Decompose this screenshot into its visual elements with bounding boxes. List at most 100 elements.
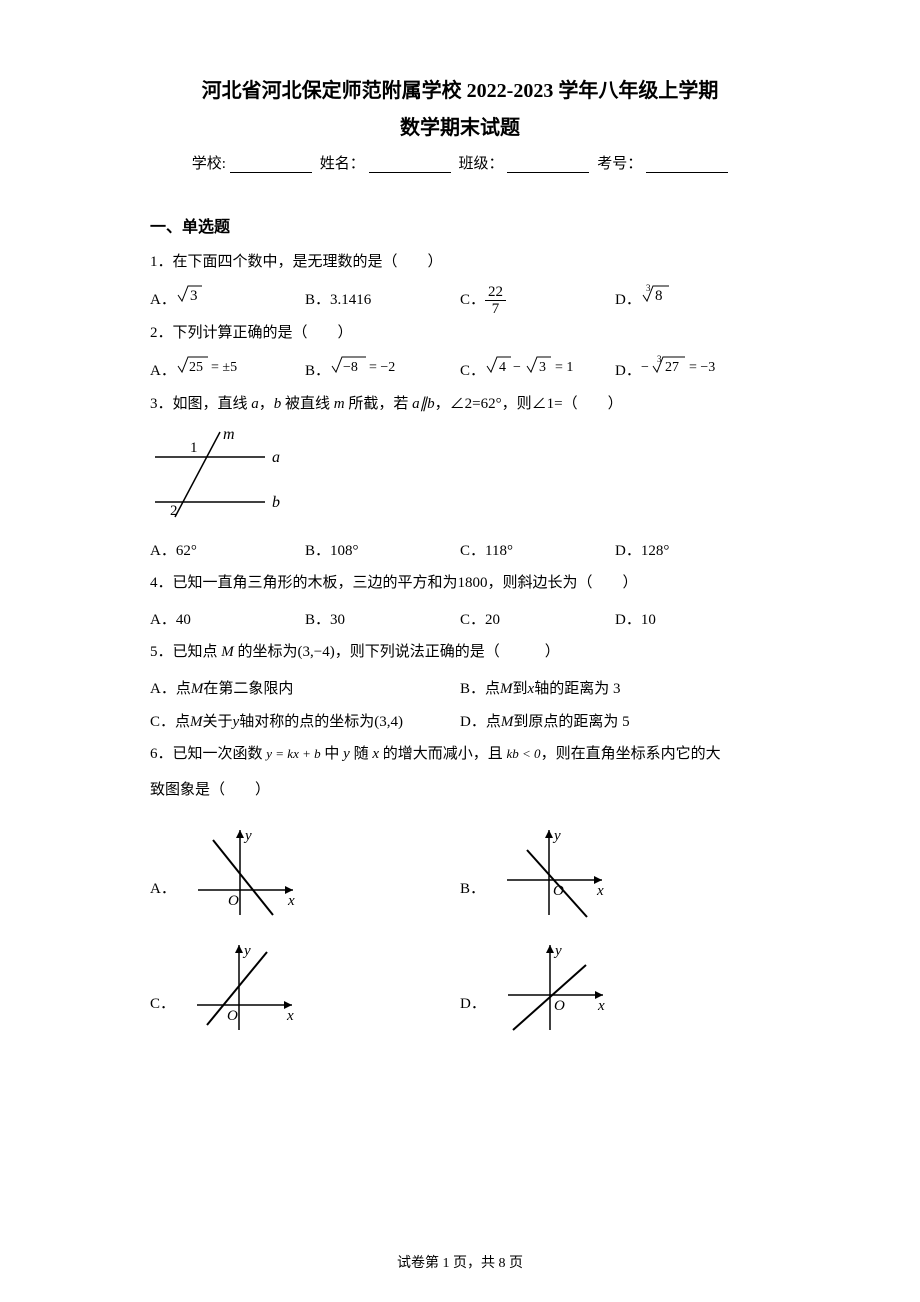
exam-no-label: 考号： — [597, 156, 642, 172]
q6-label-c: C． — [150, 962, 175, 1013]
q5b-1: B．点 — [460, 673, 500, 706]
svg-text:y: y — [552, 828, 561, 844]
q3-t1: 3．如图，直线 — [150, 396, 251, 412]
class-blank — [507, 157, 589, 173]
q3-t4: 所截，若 — [345, 396, 413, 412]
q6-y: y — [343, 746, 350, 762]
svg-text:x: x — [597, 998, 605, 1014]
q6-cell-a: A． y x O — [150, 825, 460, 920]
svg-text:= ±5: = ±5 — [211, 360, 237, 375]
q3-ab: a∥b — [412, 396, 435, 412]
q4-option-d: D．10 — [615, 604, 770, 637]
q5-option-a: A．点 M 在第二象限内 — [150, 673, 460, 706]
q5-t2: 的坐标为(3,−4)，则下列说法正确的是（ ） — [234, 644, 560, 660]
svg-text:= 1: = 1 — [555, 360, 573, 375]
q5d-1: D．点 — [460, 706, 501, 739]
question-6-line2: 致图象是（ ） — [150, 775, 770, 805]
q5c-1: C．点 — [150, 706, 190, 739]
q4-option-c: C．20 — [460, 604, 615, 637]
name-label: 姓名： — [320, 156, 365, 172]
svg-text:O: O — [554, 998, 565, 1014]
q2-option-b: B． −8 = −2 — [305, 354, 460, 389]
q2-option-a: A． 25= ±5 — [150, 354, 305, 389]
q3-label-1: 1 — [190, 440, 198, 456]
q3-option-d: D．128° — [615, 535, 770, 568]
q6-graphs-row2: C． y x O D． y x O — [150, 940, 770, 1035]
svg-text:−8: −8 — [343, 360, 358, 375]
q6-label-a: A． — [150, 847, 176, 898]
svg-text:x: x — [287, 893, 295, 909]
q1-option-d: D． 38 — [615, 283, 770, 318]
q2-d-label: D． — [615, 355, 641, 388]
q2-c-label: C． — [460, 355, 485, 388]
svg-text:O: O — [227, 1008, 238, 1024]
svg-text:O: O — [553, 883, 564, 899]
q1-d-label: D． — [615, 284, 641, 317]
q1-c-num: 22 — [485, 284, 506, 302]
q5-t1: 5．已知点 — [150, 644, 221, 660]
question-6: 6．已知一次函数 y = kx + b 中 y 随 x 的增大而减小，且 kb … — [150, 739, 770, 769]
q1-b-val: 3.1416 — [330, 284, 371, 317]
q4-option-a: A．40 — [150, 604, 305, 637]
school-blank — [230, 157, 312, 173]
svg-text:−: − — [513, 360, 521, 375]
class-label: 班级： — [458, 156, 503, 172]
q2-b-label: B． — [305, 355, 330, 388]
q3-label-a: a — [272, 449, 280, 466]
q1-c-den: 7 — [485, 301, 506, 318]
q5-option-c: C．点 M 关于 y 轴对称的点的坐标为(3,4) — [150, 706, 460, 739]
q3-option-b: B．108° — [305, 535, 460, 568]
svg-text:x: x — [596, 883, 604, 899]
school-label: 学校: — [192, 156, 226, 172]
q5-option-d: D．点 M 到原点的距离为 5 — [460, 706, 770, 739]
q4-option-b: B．30 — [305, 604, 460, 637]
q5c-M: M — [190, 706, 203, 739]
q5c-y: y — [233, 706, 240, 739]
question-2: 2．下列计算正确的是（ ） — [150, 318, 770, 348]
q5d-2: 到原点的距离为 5 — [513, 706, 629, 739]
q2-option-c: C． 4 − 3 = 1 — [460, 354, 615, 389]
q3-label-2: 2 — [170, 503, 178, 519]
q6-graph-a: y x O — [188, 825, 303, 920]
q6-label-d: D． — [460, 962, 486, 1013]
svg-text:8: 8 — [655, 288, 663, 304]
q6-t1: 6．已知一次函数 — [150, 746, 266, 762]
q3-svg: m a b 1 2 — [150, 427, 300, 522]
q3-t5: ，∠2=62°，则∠1=（ ） — [435, 396, 623, 412]
q1-option-a: A． 3 — [150, 283, 305, 318]
q5a-1: A．点 — [150, 673, 191, 706]
q6-eq: y = kx + b — [266, 746, 320, 761]
q2-c-math: 4 − 3 = 1 — [485, 354, 590, 389]
q6-graph-c: y x O — [187, 940, 302, 1035]
name-blank — [369, 157, 451, 173]
q3-option-a: A．62° — [150, 535, 305, 568]
document-title: 河北省河北保定师范附属学校 2022-2023 学年八年级上学期 — [150, 75, 770, 107]
svg-text:y: y — [243, 828, 252, 844]
svg-text:O: O — [228, 893, 239, 909]
svg-text:−: − — [641, 360, 649, 375]
q5a-M: M — [191, 673, 204, 706]
svg-text:= −2: = −2 — [369, 360, 395, 375]
q6-graphs-row1: A． y x O B． y x O — [150, 825, 770, 920]
question-5: 5．已知点 M 的坐标为(3,−4)，则下列说法正确的是（ ） — [150, 637, 770, 667]
svg-text:3: 3 — [539, 360, 546, 375]
q5-option-b: B．点 M 到 x 轴的距离为 3 — [460, 673, 770, 706]
q1-option-b: B． 3.1416 — [305, 283, 460, 318]
page-footer: 试卷第 1 页，共 8 页 — [0, 1252, 920, 1272]
q6-kb: kb < 0 — [507, 746, 541, 761]
question-2-options: A． 25= ±5 B． −8= −2 C． 4 − 3 = 1 D． −327… — [150, 354, 770, 389]
question-4: 4．已知一直角三角形的木板，三边的平方和为1800，则斜边长为（ ） — [150, 568, 770, 598]
q5b-2: 到 — [513, 673, 528, 706]
document-subtitle: 数学期末试题 — [150, 111, 770, 140]
q5c-2: 关于 — [203, 706, 233, 739]
q2-a-math: 25= ±5 — [176, 354, 251, 389]
q1-d-math: 38 — [641, 283, 671, 318]
q3-t3: 被直线 — [281, 396, 334, 412]
q3-t2: ， — [259, 396, 274, 412]
section-1-header: 一、单选题 — [150, 213, 770, 237]
svg-text:y: y — [553, 943, 562, 959]
q5-M: M — [221, 644, 234, 660]
q1-a-math: 3 — [176, 283, 204, 318]
question-3: 3．如图，直线 a，b 被直线 m 所截，若 a∥b，∠2=62°，则∠1=（ … — [150, 389, 770, 419]
q3-m: m — [334, 396, 345, 412]
